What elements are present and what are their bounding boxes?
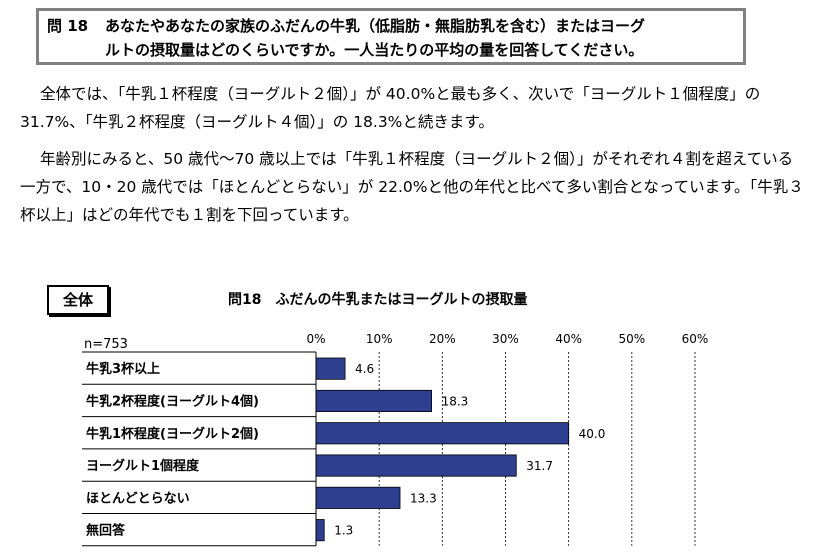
paragraph-2-text: 年齢別にみると、50 歳代〜70 歳以上では「牛乳１杯程度（ヨーグルト２個）」が…	[20, 150, 804, 224]
summary-paragraph-1: 全体では、「牛乳１杯程度（ヨーグルト２個）」が 40.0%と最も多く、次いで「ヨ…	[20, 80, 805, 136]
chart-title: 問18 ふだんの牛乳またはヨーグルトの摂取量	[228, 292, 528, 308]
x-tick-label: 40%	[555, 332, 582, 346]
bar	[315, 486, 401, 509]
category-label: 牛乳2杯程度(ヨーグルト4個)	[86, 393, 259, 409]
question-box: 問 18 あなたやあなたの家族のふだんの牛乳（低脂肪・無脂肪乳を含む）またはヨーグ…	[36, 8, 746, 65]
category-label: 牛乳1杯程度(ヨーグルト2個)	[86, 426, 259, 442]
value-label: 31.7	[526, 459, 553, 473]
sample-size-label: n=753	[84, 337, 128, 352]
x-tick-label: 20%	[429, 332, 456, 346]
value-label: 13.3	[410, 491, 437, 505]
category-label: ヨーグルト1個程度	[86, 458, 200, 474]
value-label: 40.0	[579, 427, 606, 441]
paragraph-1-text: 全体では、「牛乳１杯程度（ヨーグルト２個）」が 40.0%と最も多く、次いで「ヨ…	[20, 85, 761, 131]
question-text-2: ルトの摂取量はどのくらいですか。一人当たりの平均の量を回答してください。	[105, 41, 644, 59]
x-tick-label: 30%	[492, 332, 519, 346]
category-label: 無回答	[86, 523, 126, 539]
value-label: 18.3	[442, 394, 469, 408]
value-label: 1.3	[334, 524, 353, 538]
question-text-1: あなたやあなたの家族のふだんの牛乳（低脂肪・無脂肪乳を含む）またはヨーグ	[105, 17, 646, 35]
bar	[315, 389, 432, 412]
x-tick-label: 0%	[306, 332, 325, 346]
category-label: 牛乳3杯以上	[86, 361, 160, 377]
x-tick-label: 60%	[682, 332, 709, 346]
overall-badge: 全体	[47, 285, 109, 315]
x-tick-label: 10%	[366, 332, 393, 346]
question-number: 問 18	[47, 17, 89, 35]
category-label: ほとんどとらない	[86, 491, 190, 506]
value-label: 4.6	[355, 362, 374, 376]
bar	[315, 454, 517, 477]
summary-paragraph-2: 年齢別にみると、50 歳代〜70 歳以上では「牛乳１杯程度（ヨーグルト２個）」が…	[20, 145, 805, 229]
question-line-1: 問 18 あなたやあなたの家族のふだんの牛乳（低脂肪・無脂肪乳を含む）またはヨーグ	[47, 14, 735, 38]
bar	[315, 357, 346, 380]
x-tick-label: 50%	[618, 332, 645, 346]
bar	[315, 422, 570, 445]
bar	[315, 519, 325, 542]
